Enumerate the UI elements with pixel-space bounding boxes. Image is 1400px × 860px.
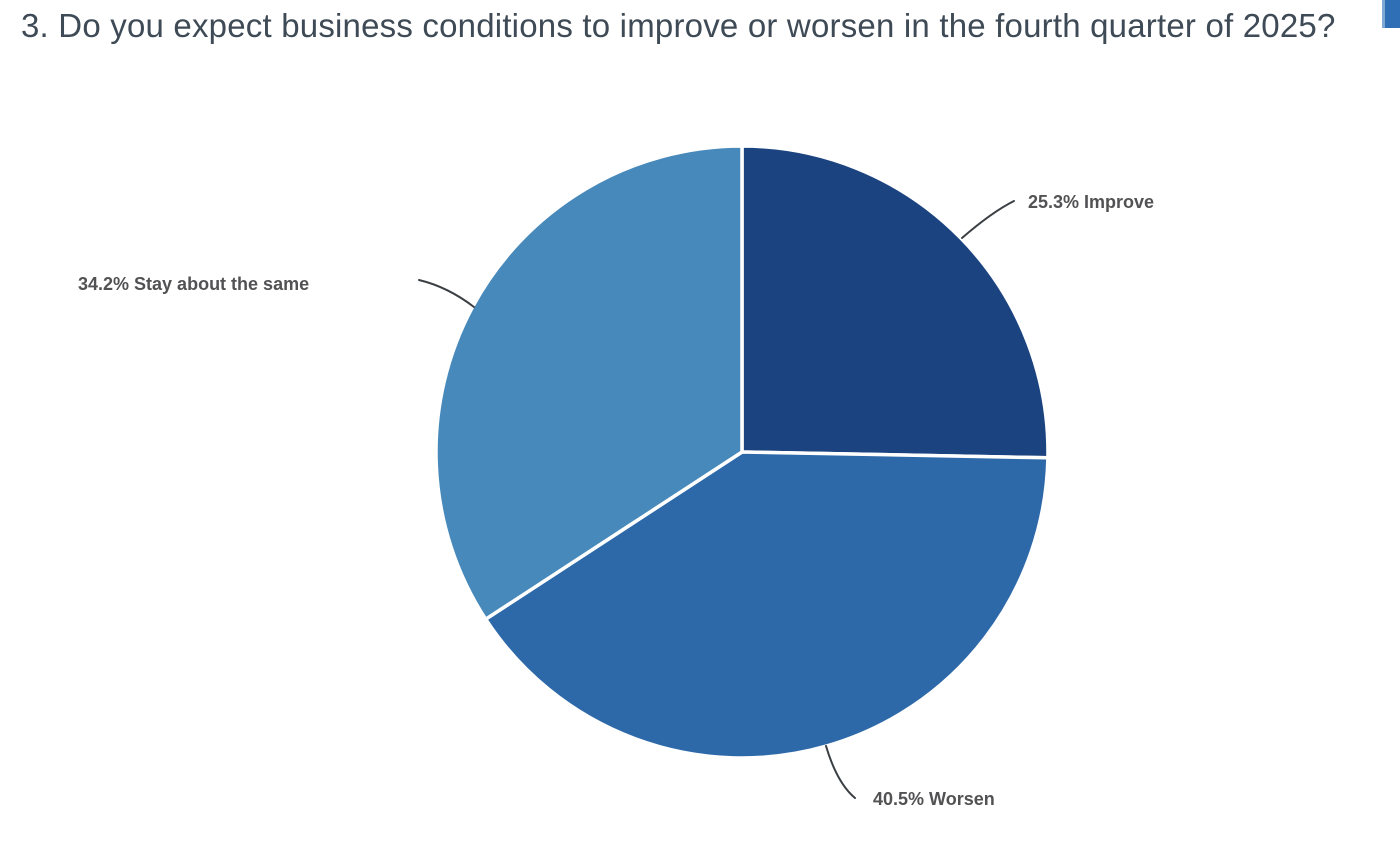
pie-slice-improve[interactable] [740, 144, 1050, 460]
chart-title: 3. Do you expect business conditions to … [21, 7, 1336, 44]
slice-label-improve: 25.3% Improve [1028, 192, 1155, 212]
label-connector-worsen [825, 745, 856, 799]
slice-label-worsen: 40.5% Worsen [873, 789, 995, 809]
label-connector-improve [961, 200, 1015, 239]
clipped-blue-element [1382, 0, 1400, 28]
label-connector-stay-about-the-same [418, 279, 475, 308]
slice-label-stay: 34.2% Stay about the same [78, 274, 310, 294]
